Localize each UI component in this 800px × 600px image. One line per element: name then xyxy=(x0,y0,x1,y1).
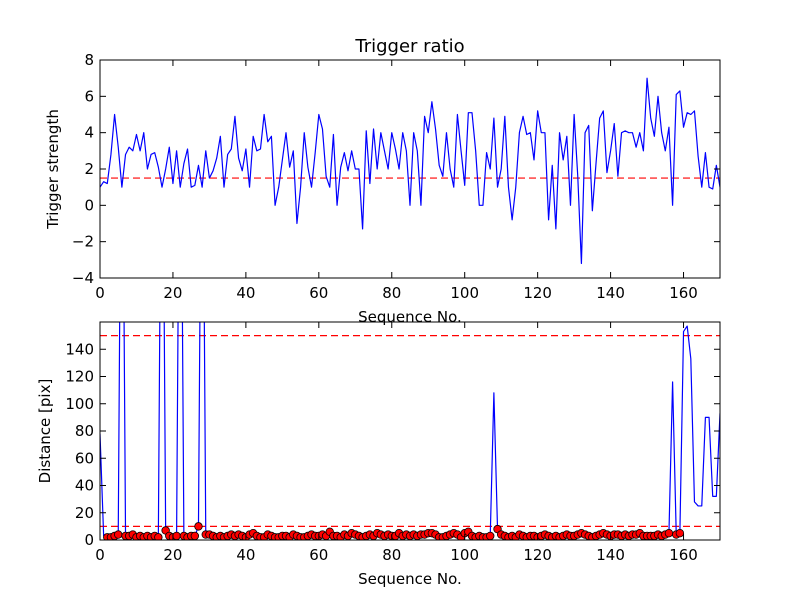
bottom-y-tick-label: 20 xyxy=(75,504,94,522)
bottom-x-tick-label: 120 xyxy=(523,546,552,564)
top-y-tick-label: 8 xyxy=(84,51,94,69)
bottom-xlabel: Sequence No. xyxy=(358,570,462,588)
bottom-x-tick-label: 140 xyxy=(596,546,625,564)
top-series-line xyxy=(100,77,720,265)
bottom-axis-ticks: 0 20 40 60 80 100 120 140 160 0 20 40 60 80 100 120 140 xyxy=(65,322,720,564)
chart-title: Trigger ratio xyxy=(354,36,464,57)
top-y-tick-label: −4 xyxy=(72,269,94,287)
top-y-tick-label: −2 xyxy=(72,233,94,251)
bottom-x-tick-label: 20 xyxy=(163,546,182,564)
bottom-data-point xyxy=(664,528,674,538)
bottom-x-tick-label: 100 xyxy=(450,546,479,564)
top-y-tick-label: 0 xyxy=(84,196,94,214)
bottom-x-tick-label: 0 xyxy=(95,546,105,564)
bottom-y-tick-label: 40 xyxy=(75,477,94,495)
bottom-x-tick-label: 160 xyxy=(669,546,698,564)
bottom-clipped-marks xyxy=(100,322,720,540)
top-axes-frame xyxy=(99,59,721,279)
top-x-tick-label: 80 xyxy=(382,284,401,302)
top-x-tick-label: 140 xyxy=(596,284,625,302)
top-xlabel: Sequence No. xyxy=(358,308,462,326)
top-ylabel: Trigger strength xyxy=(44,109,62,230)
bottom-x-tick-label: 80 xyxy=(382,546,401,564)
bottom-y-tick-label: 140 xyxy=(65,340,94,358)
bottom-data-point xyxy=(172,531,181,540)
bottom-y-tick-label: 120 xyxy=(65,368,94,386)
bottom-data-point xyxy=(675,528,685,538)
bottom-y-tick-label: 80 xyxy=(75,422,94,440)
top-x-tick-label: 120 xyxy=(523,284,552,302)
bottom-plot-area xyxy=(100,322,720,540)
bottom-x-tick-label: 40 xyxy=(236,546,255,564)
distance-subplot: 0 20 40 60 80 100 120 140 160020406080100120140 … xyxy=(36,321,721,588)
top-x-tick-label: 160 xyxy=(669,284,698,302)
bottom-y-tick-label: 0 xyxy=(84,531,94,549)
top-axis-ticks: 0 20 40 60 80 100 120 140 160 −4 −2 0 2 4 6 8 xyxy=(72,51,720,302)
bottom-data-point xyxy=(114,530,123,539)
top-x-tick-label: 100 xyxy=(450,284,479,302)
bottom-x-tick-label: 60 xyxy=(309,546,328,564)
bottom-data-point xyxy=(154,533,163,540)
top-x-tick-label: 40 xyxy=(236,284,255,302)
bottom-data-point xyxy=(486,531,495,540)
top-x-tick-label: 60 xyxy=(309,284,328,302)
trigger-ratio-subplot: Trigger ratio 0 20 40 60 80 100 120 140 160−4−20… xyxy=(44,36,721,326)
top-y-tick-label: 6 xyxy=(84,87,94,105)
top-x-tick-label: 20 xyxy=(163,284,182,302)
top-plot-area xyxy=(100,77,720,265)
top-clipped-marks xyxy=(100,77,720,265)
bottom-data-point xyxy=(190,531,200,540)
bottom-y-tick-label: 100 xyxy=(65,395,94,413)
bottom-data-point xyxy=(194,522,203,531)
top-x-tick-label: 0 xyxy=(95,284,105,302)
top-y-tick-label: 2 xyxy=(84,160,94,178)
bottom-ylabel: Distance [pix] xyxy=(36,379,54,484)
bottom-axes-frame xyxy=(99,321,721,541)
bottom-y-tick-label: 60 xyxy=(75,449,94,467)
top-y-tick-label: 4 xyxy=(84,124,94,142)
